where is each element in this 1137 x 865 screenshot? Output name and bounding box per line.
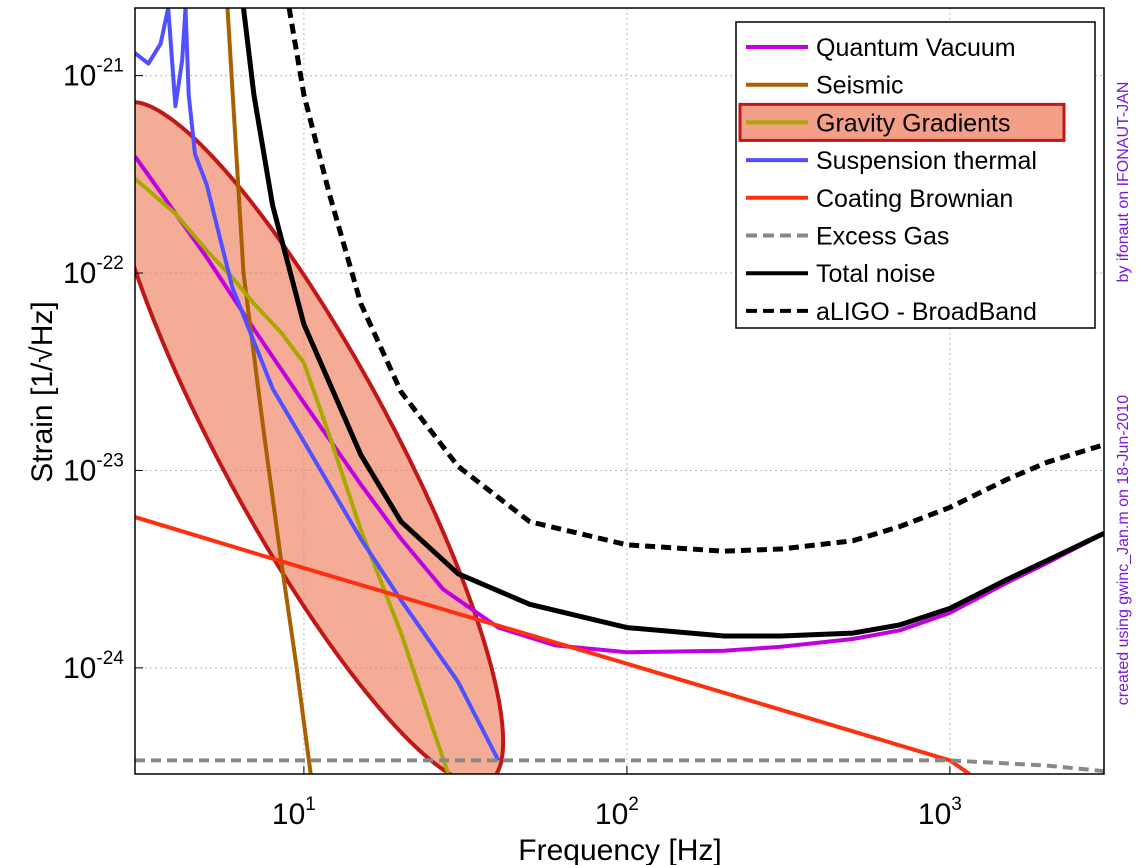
series-line-suspension-thermal <box>135 8 501 762</box>
legend-label-seismic: Seismic <box>816 72 904 100</box>
series-line-gravity-gradients <box>135 177 451 774</box>
series-line-total-noise <box>241 8 1104 639</box>
y-tick-label: 10-24 <box>63 648 124 685</box>
series-line-coating-brownian <box>135 515 971 774</box>
series-line-excess-gas <box>135 758 1104 774</box>
legend-label-gravity-gradients: Gravity Gradients <box>816 109 1011 137</box>
y-tick-label: 10-21 <box>63 56 124 93</box>
x-tick-label: 101 <box>272 794 316 831</box>
y-tick-label: 10-23 <box>63 450 124 487</box>
x-axis-label: Frequency [Hz] <box>518 834 721 865</box>
series-lines <box>135 8 1104 774</box>
series-line-quantum-vacuum <box>135 155 1104 655</box>
x-tick-label: 103 <box>918 794 962 831</box>
legend-label-suspension-thermal: Suspension thermal <box>816 147 1037 175</box>
legend-label-aligo-broadband: aLIGO - BroadBand <box>816 298 1037 326</box>
legend: Quantum Vacuum Seismic Gravity Gradients Su… <box>735 21 1096 329</box>
legend-label-total-noise: Total noise <box>816 260 936 288</box>
series-line-aligo-broadband <box>286 8 1104 554</box>
creation-note: created using gwinc_Jan.m on 18-Jun-2010 <box>1115 395 1132 706</box>
legend-label-quantum-vacuum: Quantum Vacuum <box>816 34 1016 62</box>
series-line-seismic <box>225 8 313 774</box>
axis-ticks: 101 102 103 10-21 10-22 10-23 10-24 <box>63 56 962 831</box>
y-tick-label: 10-22 <box>63 253 124 290</box>
author-note: by ifonaut on IFONAUT-JAN <box>1115 82 1132 283</box>
plot-frame <box>134 7 1105 775</box>
legend-label-excess-gas: Excess Gas <box>816 223 949 251</box>
legend-box <box>735 21 1096 329</box>
x-tick-label: 102 <box>595 794 639 831</box>
y-axis-label: Strain [1/√Hz] <box>26 301 59 483</box>
legend-label-coating-brownian: Coating Brownian <box>816 185 1013 213</box>
